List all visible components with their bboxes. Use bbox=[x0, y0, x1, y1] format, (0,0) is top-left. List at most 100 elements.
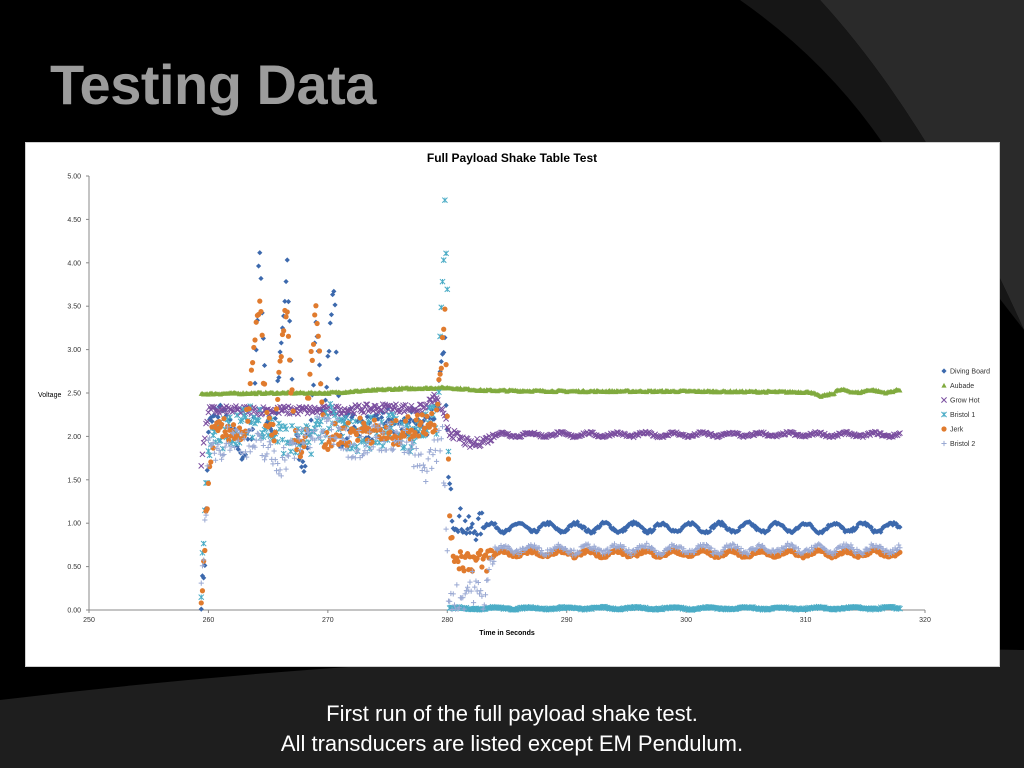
data-point bbox=[628, 552, 634, 558]
data-point bbox=[720, 547, 726, 553]
data-point bbox=[411, 464, 417, 470]
y-tick-label: 4.50 bbox=[67, 217, 81, 224]
data-point bbox=[436, 427, 442, 434]
data-point bbox=[647, 527, 653, 533]
data-point bbox=[198, 600, 204, 606]
data-point bbox=[205, 429, 212, 435]
data-point bbox=[812, 527, 818, 533]
data-point bbox=[235, 437, 241, 443]
data-point bbox=[492, 521, 498, 527]
data-point bbox=[346, 434, 352, 440]
data-point bbox=[620, 528, 626, 535]
data-point bbox=[391, 405, 398, 412]
x-tick-label: 320 bbox=[919, 617, 931, 624]
data-point bbox=[439, 424, 446, 430]
data-point bbox=[236, 430, 243, 436]
data-point bbox=[593, 549, 600, 555]
data-point bbox=[476, 551, 483, 558]
data-point bbox=[527, 526, 533, 532]
data-point bbox=[297, 441, 303, 447]
data-point bbox=[813, 543, 819, 549]
data-point bbox=[331, 288, 337, 294]
data-point bbox=[444, 548, 450, 554]
data-point bbox=[421, 465, 428, 471]
data-point bbox=[216, 409, 223, 416]
data-point bbox=[417, 463, 423, 469]
data-point bbox=[326, 348, 332, 354]
data-point bbox=[411, 418, 417, 424]
data-point bbox=[315, 333, 321, 339]
data-point bbox=[294, 428, 300, 434]
data-point bbox=[270, 461, 276, 467]
data-point bbox=[424, 401, 430, 408]
data-point bbox=[204, 418, 211, 425]
data-point bbox=[321, 414, 327, 420]
data-point bbox=[861, 549, 867, 555]
data-point bbox=[345, 420, 351, 426]
data-point bbox=[478, 547, 484, 554]
data-point bbox=[437, 371, 443, 377]
data-point bbox=[241, 436, 247, 442]
y-tick-label: 1.50 bbox=[67, 477, 81, 484]
slide-title: Testing Data bbox=[50, 53, 376, 116]
data-point bbox=[207, 464, 213, 470]
data-point bbox=[351, 410, 358, 417]
data-point bbox=[379, 414, 385, 421]
data-point bbox=[798, 551, 804, 557]
data-point bbox=[371, 402, 378, 409]
data-point bbox=[428, 399, 435, 406]
data-point bbox=[755, 525, 761, 532]
data-point bbox=[576, 550, 582, 556]
data-point bbox=[867, 545, 873, 551]
data-point bbox=[379, 442, 386, 449]
data-point bbox=[460, 594, 466, 601]
data-point bbox=[199, 563, 206, 569]
data-point bbox=[270, 421, 276, 428]
data-point bbox=[401, 415, 407, 422]
data-point bbox=[333, 349, 339, 355]
data-point bbox=[513, 547, 520, 554]
data-point bbox=[896, 605, 903, 612]
data-point bbox=[287, 357, 293, 363]
data-point bbox=[727, 527, 733, 533]
data-point bbox=[310, 341, 317, 347]
data-point bbox=[252, 380, 258, 386]
data-point bbox=[598, 547, 604, 554]
data-point bbox=[711, 525, 717, 531]
data-point bbox=[413, 421, 419, 427]
data-point bbox=[389, 447, 395, 453]
data-point bbox=[791, 545, 797, 551]
data-point bbox=[316, 362, 323, 368]
data-point bbox=[221, 451, 227, 458]
data-point bbox=[819, 544, 825, 551]
data-point bbox=[276, 369, 282, 375]
data-point bbox=[728, 545, 735, 551]
data-point bbox=[469, 568, 475, 575]
data-point bbox=[536, 545, 542, 551]
data-point bbox=[560, 546, 566, 552]
data-point bbox=[451, 602, 458, 608]
data-point bbox=[246, 443, 252, 449]
data-point bbox=[370, 407, 377, 414]
data-point bbox=[248, 367, 255, 373]
data-point bbox=[256, 406, 263, 413]
data-point bbox=[871, 529, 877, 535]
data-point bbox=[209, 418, 215, 424]
data-point bbox=[839, 524, 846, 530]
y-tick-label: 5.00 bbox=[67, 174, 81, 181]
data-point bbox=[272, 415, 278, 422]
data-point bbox=[626, 547, 632, 553]
data-point bbox=[218, 456, 225, 462]
data-point bbox=[518, 549, 524, 556]
data-point bbox=[878, 543, 884, 550]
data-point bbox=[202, 547, 208, 554]
data-point bbox=[285, 453, 292, 459]
data-point bbox=[568, 548, 575, 554]
data-point bbox=[364, 450, 370, 456]
data-point bbox=[393, 417, 399, 424]
data-point bbox=[343, 426, 349, 432]
data-point bbox=[531, 542, 538, 548]
data-point bbox=[457, 549, 464, 555]
data-point bbox=[708, 545, 714, 551]
data-point bbox=[309, 357, 315, 363]
